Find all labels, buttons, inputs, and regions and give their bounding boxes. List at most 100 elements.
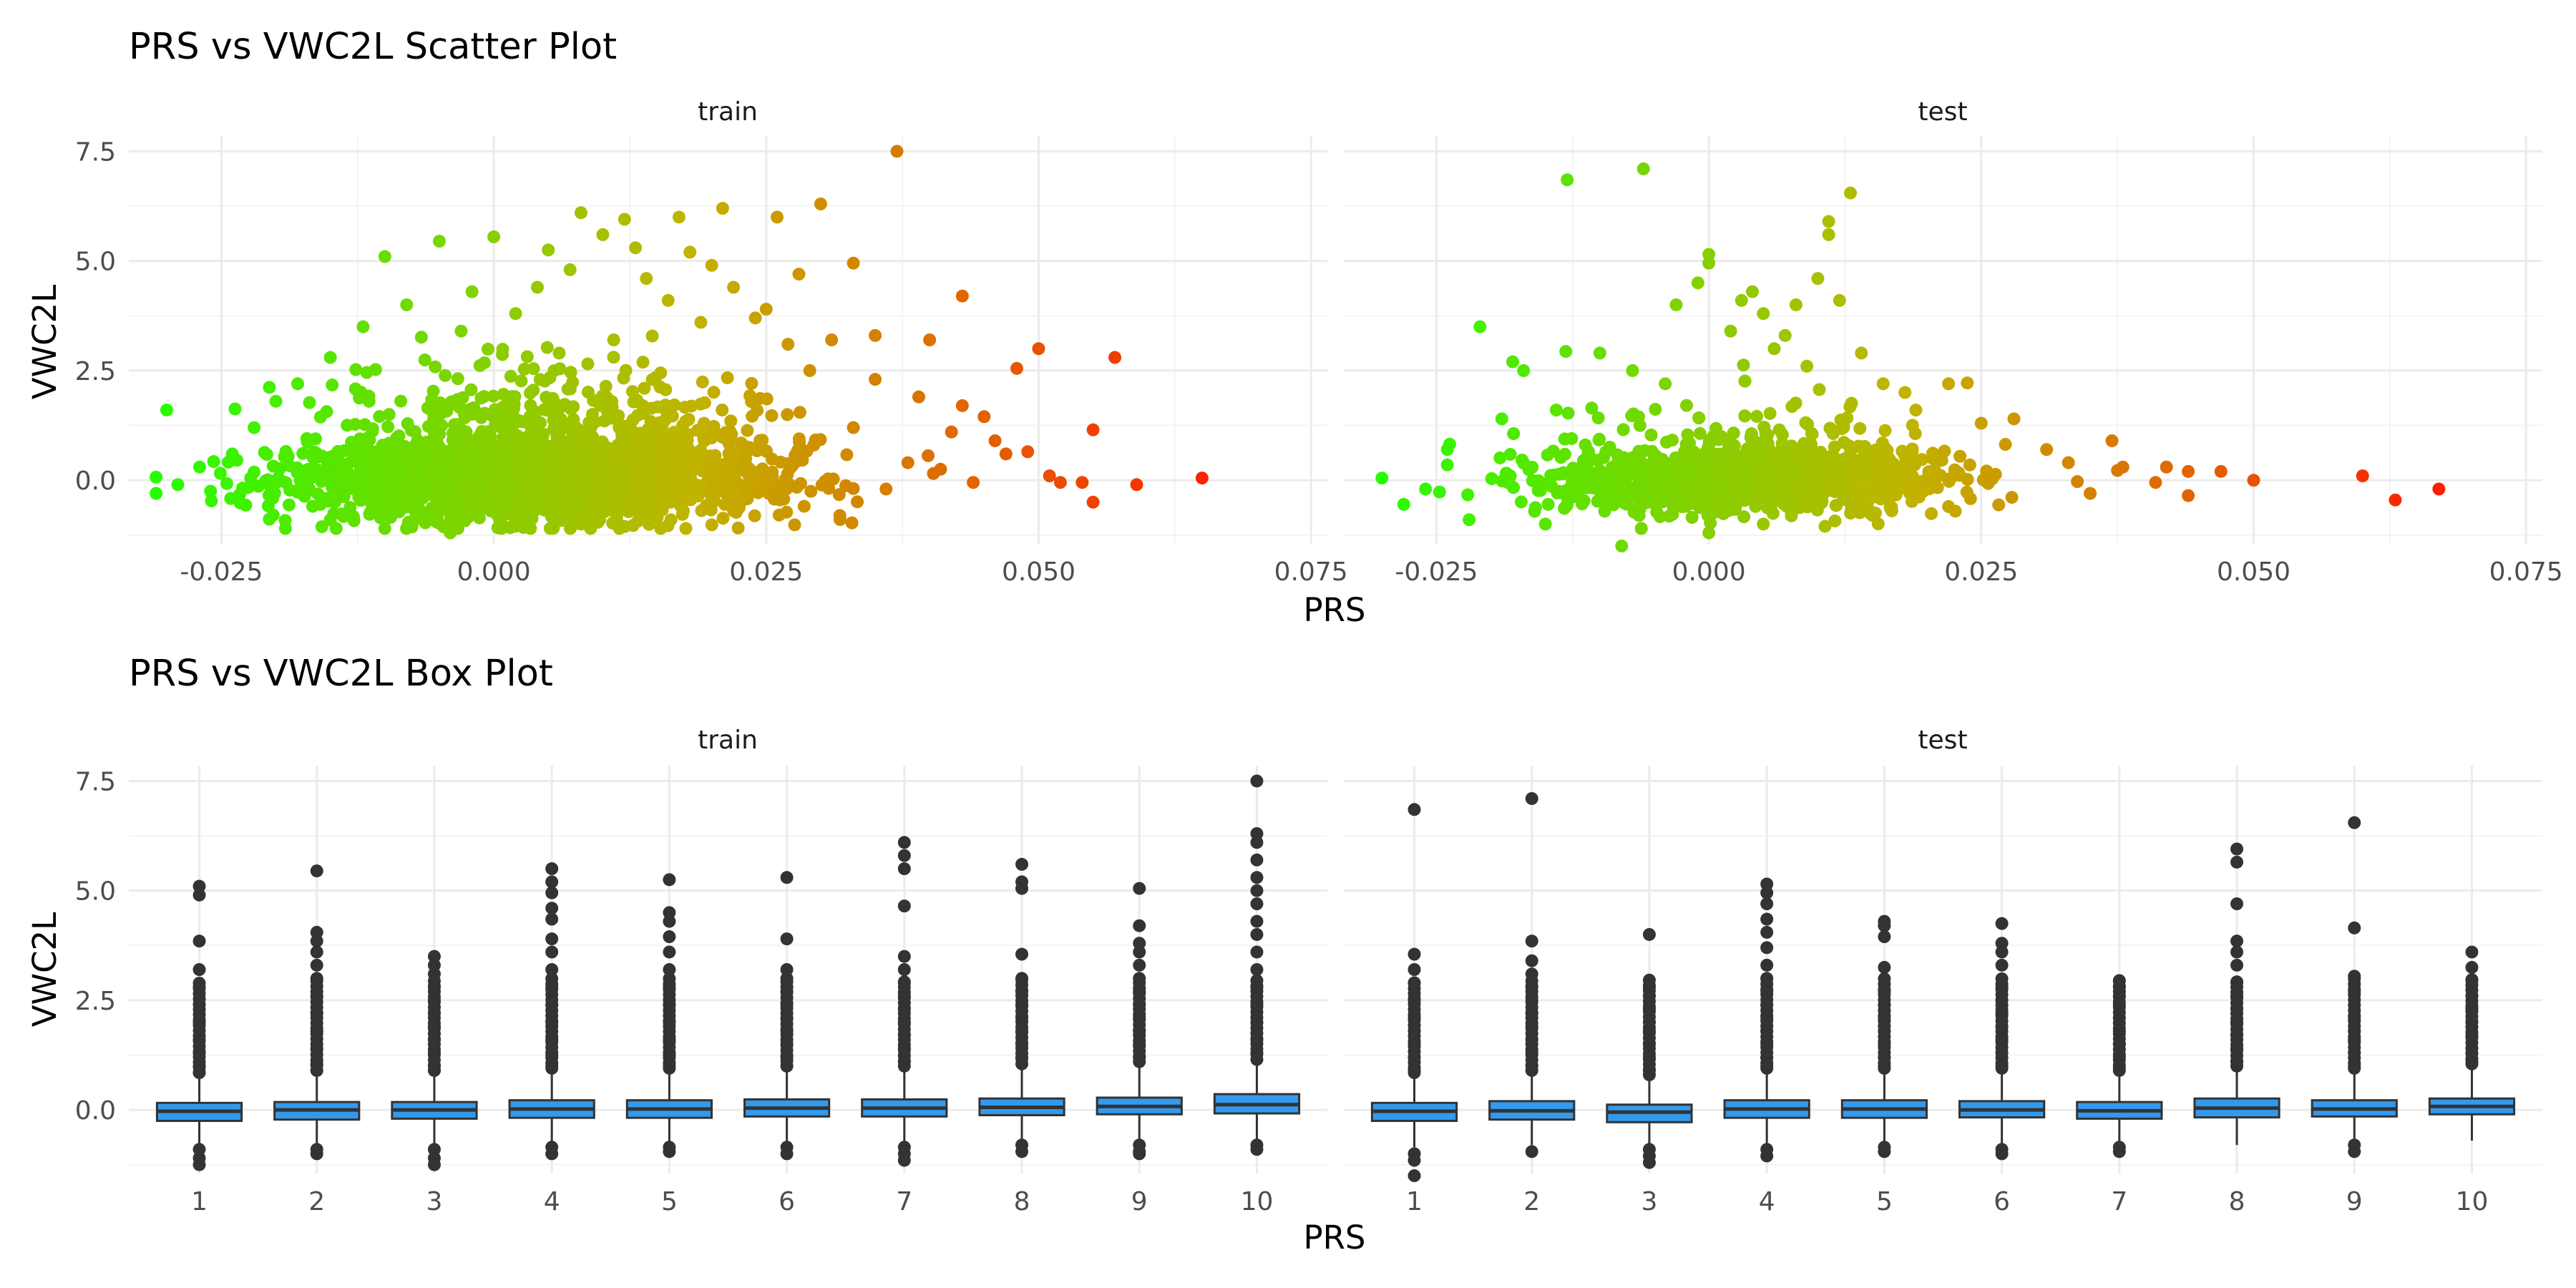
box-4	[1723, 877, 1810, 1163]
scatter-point	[1714, 449, 1727, 463]
scatter-point	[704, 503, 718, 517]
outlier-point	[780, 975, 794, 989]
scatter-point	[1830, 499, 1843, 512]
scatter-point	[1517, 364, 1531, 377]
scatter-point	[418, 353, 431, 367]
scatter-point	[2432, 482, 2446, 496]
scatter-point	[1873, 459, 1886, 472]
scatter-point	[537, 403, 551, 416]
scatter-point	[228, 402, 242, 416]
scatter-point	[570, 455, 583, 469]
scatter-point	[1794, 482, 1807, 495]
scatter-point	[1760, 477, 1773, 491]
y-tick-label: 2.5	[75, 987, 116, 1016]
scatter-point	[613, 522, 626, 535]
outlier-point	[1878, 919, 1891, 932]
scatter-point	[479, 463, 492, 477]
scatter-point	[420, 476, 434, 489]
scatter-point	[1593, 346, 1606, 360]
scatter-point	[1738, 374, 1752, 388]
scatter-point	[306, 470, 319, 484]
scatter-point	[1493, 451, 1507, 464]
scatter-point	[425, 512, 439, 526]
scatter-point	[2149, 476, 2162, 489]
scatter-point	[560, 441, 574, 455]
scatter-point	[1615, 540, 1629, 553]
outlier-point	[545, 862, 559, 876]
scatter-point	[1915, 483, 1928, 497]
scatter-point	[682, 413, 696, 426]
scatter-point	[719, 426, 733, 439]
scatter-point	[1805, 470, 1819, 484]
scatter-point	[391, 434, 404, 448]
scatter-point	[1922, 465, 1936, 479]
scatter-point	[999, 447, 1013, 461]
scatter-point	[1503, 447, 1517, 461]
scatter-point	[1738, 409, 1752, 423]
outlier-point	[545, 963, 559, 976]
scatter-point	[1822, 215, 1835, 228]
scatter-point	[481, 342, 494, 356]
scatter-point	[291, 377, 305, 391]
scatter-point	[348, 382, 362, 396]
scatter-point	[1681, 428, 1694, 441]
scatter-point	[1865, 509, 1879, 522]
scatter-point	[263, 381, 276, 394]
outlier-point	[1642, 1156, 1656, 1169]
scatter-point	[356, 320, 370, 333]
scatter-point	[509, 519, 522, 533]
x-tick-label: 7	[896, 1187, 912, 1216]
scatter-point	[349, 483, 363, 497]
scatter-point	[503, 441, 517, 454]
scatter-point	[605, 474, 619, 487]
scatter-point	[620, 452, 633, 465]
scatter-point	[570, 422, 584, 436]
scatter-point	[1805, 489, 1818, 503]
outlier-point	[427, 974, 441, 987]
x-tick-label: 9	[1131, 1187, 1148, 1216]
x-tick-label: 0.000	[457, 557, 531, 587]
scatter-point	[334, 507, 348, 521]
scatter-point	[236, 482, 250, 496]
scatter-point	[552, 346, 566, 360]
outlier-point	[1760, 941, 1774, 955]
scatter-point	[414, 331, 428, 344]
scatter-point	[225, 447, 239, 461]
scatter-point	[743, 389, 757, 402]
scatter-point	[1761, 501, 1775, 514]
scatter-point	[716, 512, 730, 525]
outlier-point	[1995, 1147, 2009, 1161]
scatter-point	[450, 398, 464, 411]
scatter-point	[2116, 460, 2129, 474]
scatter-point	[1801, 417, 1815, 431]
scatter-point	[1593, 432, 1606, 446]
outlier-point	[1525, 935, 1538, 948]
scatter-point	[366, 484, 380, 498]
scatter-point	[781, 408, 794, 421]
scatter-point	[505, 480, 519, 494]
scatter-point	[498, 457, 512, 470]
scatter-point	[464, 383, 478, 396]
outlier-point	[780, 871, 794, 884]
scatter-point	[1702, 526, 1716, 540]
outlier-point	[1133, 958, 1146, 972]
scatter-point	[1195, 472, 1209, 485]
scatter-point	[605, 411, 619, 425]
scatter-point	[1560, 499, 1574, 512]
y-tick-label: 2.5	[75, 357, 116, 386]
scatter-point	[1878, 424, 1892, 437]
x-tick-label: 3	[1641, 1187, 1658, 1216]
scatter-point	[493, 513, 507, 527]
outlier-point	[897, 899, 911, 913]
outlier-point	[310, 864, 323, 878]
scatter-point	[374, 499, 387, 512]
x-tick-label: 10	[2456, 1187, 2489, 1216]
scatter-point	[341, 467, 355, 480]
scatter-point	[617, 371, 630, 385]
scatter-point	[434, 406, 448, 420]
scatter-point	[1528, 501, 1542, 514]
scatter-point	[244, 472, 258, 485]
scatter-point	[2160, 460, 2173, 474]
scatter-point	[633, 426, 647, 440]
